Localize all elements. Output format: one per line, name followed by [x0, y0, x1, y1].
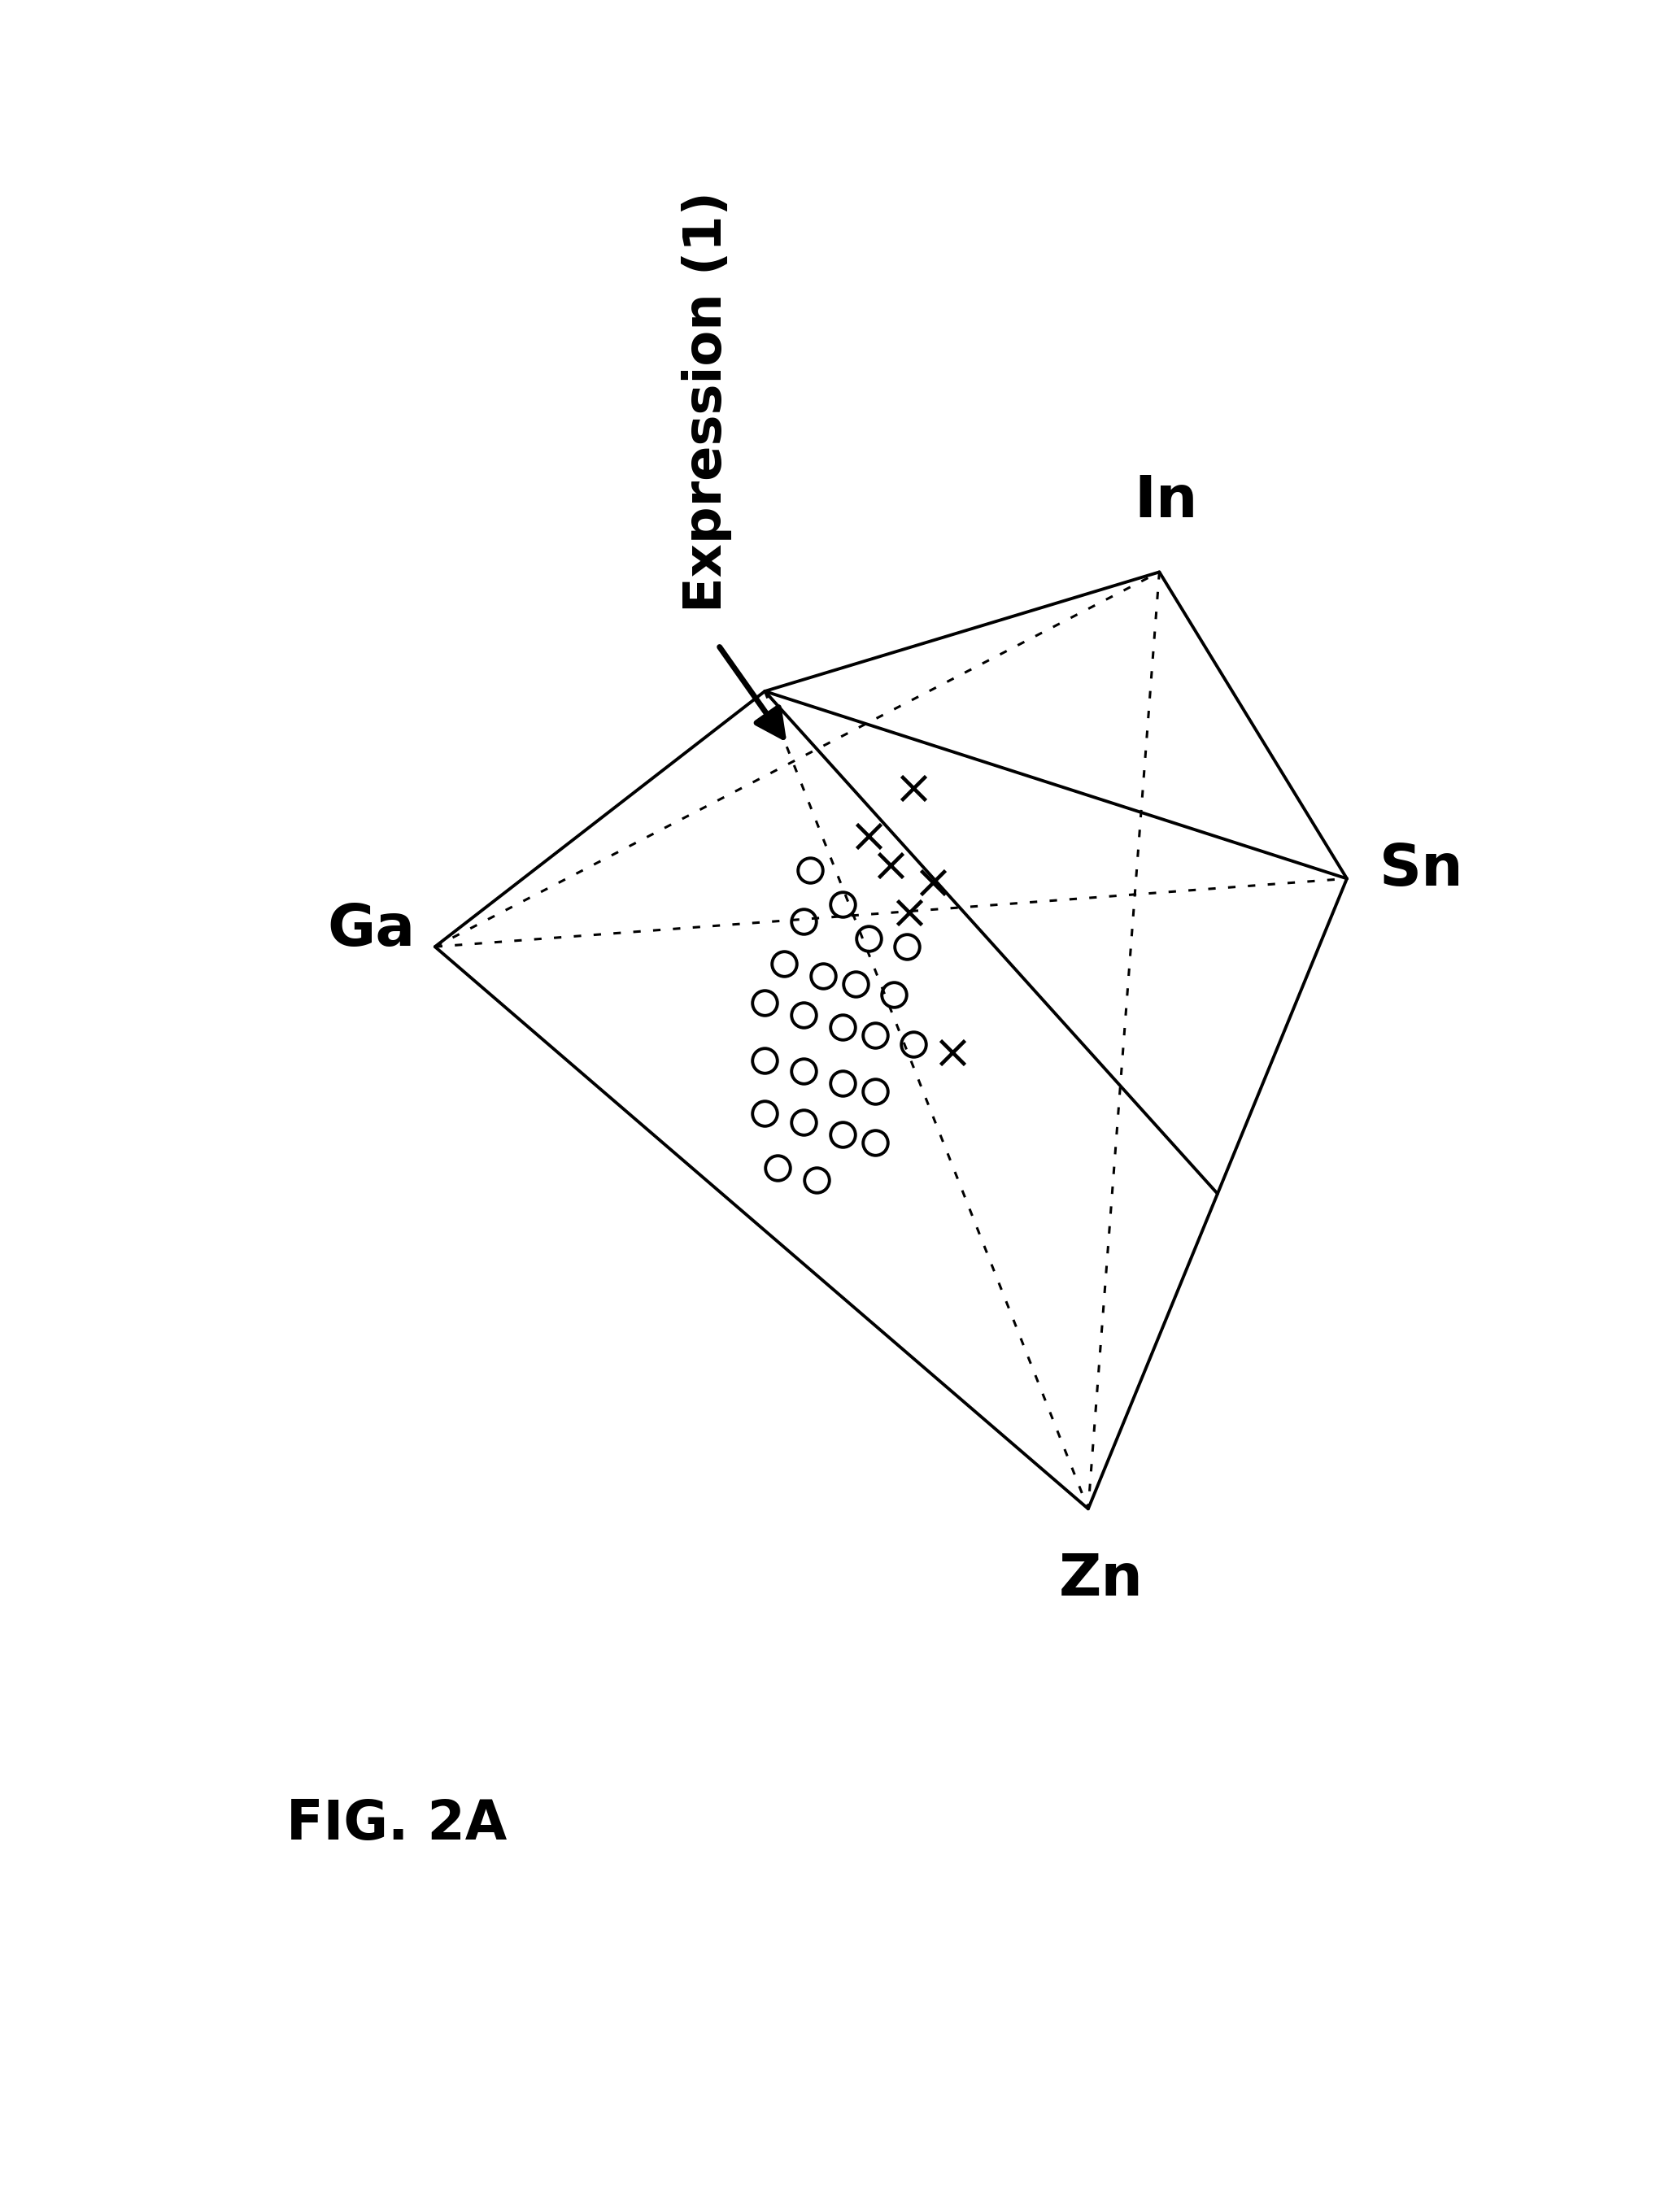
Text: Ga: Ga: [327, 902, 416, 958]
Text: Expression (1): Expression (1): [681, 190, 731, 613]
Text: Zn: Zn: [1058, 1551, 1143, 1608]
Text: In: In: [1133, 473, 1198, 529]
Text: Sn: Sn: [1379, 843, 1464, 898]
Text: FIG. 2A: FIG. 2A: [287, 1796, 507, 1851]
